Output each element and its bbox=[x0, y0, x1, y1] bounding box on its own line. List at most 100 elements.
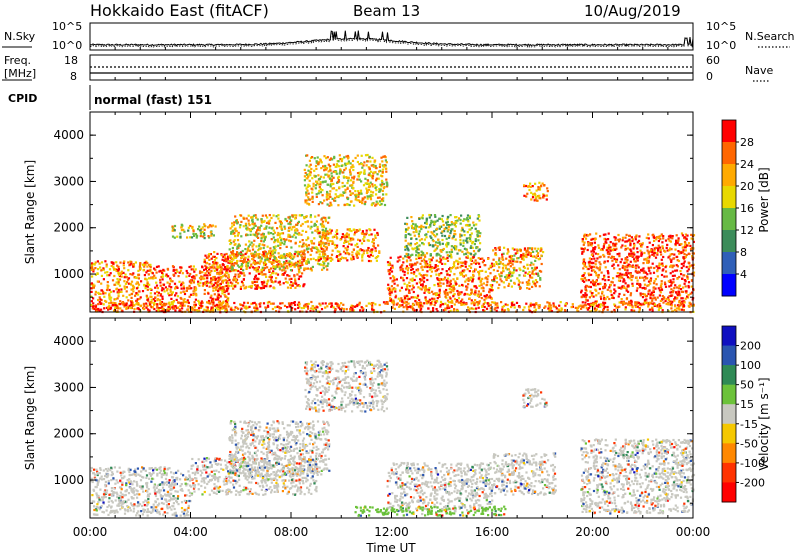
power-cell bbox=[668, 295, 671, 298]
power-cell bbox=[501, 305, 504, 309]
power-cell bbox=[305, 187, 308, 190]
power-cell bbox=[448, 281, 452, 284]
power-cell bbox=[195, 288, 198, 291]
power-cell bbox=[262, 233, 265, 236]
power-cell bbox=[653, 280, 656, 283]
power-cell bbox=[347, 162, 350, 165]
power-cell bbox=[471, 280, 474, 283]
power-cell bbox=[324, 180, 327, 183]
power-cell bbox=[326, 239, 329, 242]
power-cell bbox=[541, 182, 544, 185]
power-cell bbox=[379, 203, 382, 206]
power-cell bbox=[675, 234, 678, 237]
power-cell bbox=[332, 176, 335, 179]
power-cell bbox=[608, 286, 611, 289]
power-cell bbox=[117, 295, 120, 298]
power-cell bbox=[411, 264, 414, 267]
power-cell bbox=[154, 296, 157, 299]
power-cell bbox=[203, 228, 206, 231]
power-cell bbox=[643, 279, 646, 282]
power-cell bbox=[475, 223, 478, 226]
power-cell bbox=[405, 260, 409, 263]
power-cell bbox=[620, 287, 623, 290]
power-cell bbox=[672, 289, 675, 292]
power-cell bbox=[400, 286, 403, 289]
power-cell bbox=[314, 184, 317, 187]
power-cell bbox=[327, 233, 330, 236]
power-cell bbox=[349, 171, 352, 174]
power-cell bbox=[592, 247, 595, 250]
power-cell bbox=[523, 248, 526, 251]
power-cell bbox=[486, 280, 489, 284]
power-cell bbox=[634, 256, 637, 259]
power-cell bbox=[323, 262, 326, 265]
power-cell bbox=[469, 240, 472, 243]
power-cell bbox=[493, 279, 496, 283]
power-cell bbox=[329, 195, 332, 198]
power-cell bbox=[584, 298, 588, 301]
power-cell bbox=[432, 233, 436, 237]
power-cell bbox=[605, 249, 608, 252]
power-cell bbox=[511, 274, 514, 277]
power-cell bbox=[453, 222, 456, 225]
power-cell bbox=[445, 221, 448, 224]
power-cell bbox=[248, 240, 251, 243]
power-cell bbox=[342, 245, 345, 248]
power-cell bbox=[623, 261, 626, 264]
power-cell bbox=[497, 286, 500, 290]
power-cell bbox=[402, 257, 405, 260]
power-cell bbox=[685, 265, 688, 269]
power-cell bbox=[299, 264, 302, 267]
power-cell bbox=[630, 254, 633, 257]
power-cell bbox=[588, 296, 591, 299]
power-cell bbox=[306, 202, 309, 205]
power-cell bbox=[300, 255, 304, 258]
power-cell bbox=[489, 307, 492, 310]
power-cell bbox=[291, 235, 294, 238]
power-cell bbox=[671, 237, 674, 240]
power-cell bbox=[516, 257, 519, 260]
power-cell bbox=[433, 220, 436, 223]
power-cell bbox=[114, 268, 117, 271]
power-cell bbox=[289, 240, 292, 243]
power-cell bbox=[250, 241, 253, 244]
power-cell bbox=[333, 157, 336, 160]
power-cell bbox=[489, 264, 492, 267]
power-cell bbox=[155, 281, 158, 284]
power-cell bbox=[459, 273, 462, 276]
power-cell bbox=[604, 279, 607, 282]
power-cell bbox=[190, 236, 194, 239]
power-cell bbox=[471, 277, 474, 280]
power-cell bbox=[443, 234, 447, 238]
power-cell bbox=[443, 292, 446, 295]
power-cell bbox=[148, 283, 151, 286]
power-cell bbox=[534, 182, 537, 185]
power-cell bbox=[329, 185, 332, 188]
power-cell bbox=[583, 280, 586, 283]
power-cell bbox=[324, 173, 327, 176]
power-cell bbox=[608, 253, 611, 256]
power-cell bbox=[217, 289, 220, 292]
power-cell bbox=[483, 301, 486, 304]
power-cell bbox=[180, 297, 183, 300]
power-cell bbox=[102, 290, 105, 293]
power-cell bbox=[419, 225, 423, 229]
power-cell bbox=[420, 283, 423, 287]
power-cell bbox=[317, 174, 320, 177]
power-cell bbox=[628, 277, 631, 280]
power-cell bbox=[645, 298, 648, 301]
power-cell bbox=[674, 296, 677, 299]
power-cell bbox=[208, 263, 211, 266]
power-cell bbox=[129, 282, 132, 285]
power-cell bbox=[688, 252, 691, 256]
power-cell bbox=[661, 264, 664, 267]
power-cell bbox=[542, 194, 545, 197]
power-cell bbox=[210, 266, 213, 269]
power-cell bbox=[427, 226, 430, 229]
power-cell bbox=[593, 238, 596, 241]
power-cell bbox=[370, 203, 374, 206]
power-cell bbox=[640, 245, 643, 248]
power-cell bbox=[233, 276, 236, 280]
power-cell bbox=[554, 305, 557, 308]
power-cell bbox=[590, 269, 594, 272]
